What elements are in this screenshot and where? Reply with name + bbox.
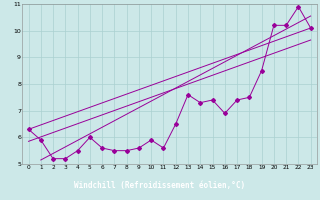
Text: Windchill (Refroidissement éolien,°C): Windchill (Refroidissement éolien,°C) xyxy=(75,181,245,190)
